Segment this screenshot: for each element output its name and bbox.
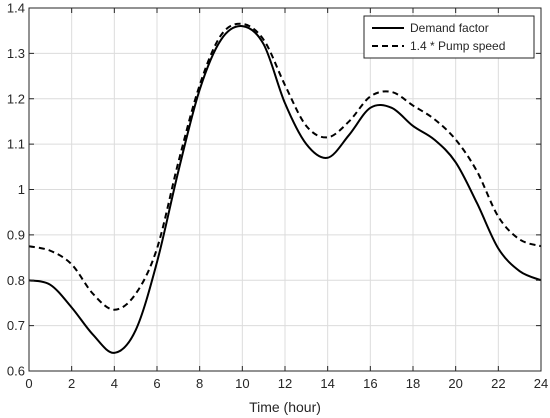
y-tick-label: 1.4 xyxy=(7,1,25,16)
legend-box xyxy=(363,15,535,59)
grid-lines xyxy=(29,8,541,371)
y-tick-label: 0.8 xyxy=(7,273,25,288)
legend-label: 1.4 * Pump speed xyxy=(410,39,505,53)
y-tick-label: 1.1 xyxy=(7,137,25,152)
x-tick-label: 0 xyxy=(25,376,32,391)
series-line-1 xyxy=(28,25,542,354)
x-tick-label: 22 xyxy=(491,376,505,391)
x-tick-label: 8 xyxy=(196,376,203,391)
x-tick-label: 12 xyxy=(278,376,292,391)
legend-label: Demand factor xyxy=(410,21,489,35)
y-tick-label: 1 xyxy=(18,182,25,197)
x-tick-label: 6 xyxy=(153,376,160,391)
x-tick-label: 4 xyxy=(111,376,118,391)
legend: Demand factor 1.4 * Pump speed xyxy=(363,15,535,59)
x-tick-label: 24 xyxy=(534,376,548,391)
x-axis-label: Time (hour) xyxy=(249,399,321,415)
series-lines xyxy=(28,22,542,354)
x-tick-label: 14 xyxy=(320,376,334,391)
y-tick-label: 0.7 xyxy=(7,318,25,333)
x-tick-label: 20 xyxy=(448,376,462,391)
x-tick-label: 16 xyxy=(363,376,377,391)
y-tick-label: 1.3 xyxy=(7,46,25,61)
x-tick-label: 2 xyxy=(68,376,75,391)
axis-ticks: 0 2 4 6 8 10 12 14 16 18 20 22 240.60.70.80.911.11.2… xyxy=(7,1,548,392)
y-tick-label: 1.2 xyxy=(7,91,25,106)
x-tick-label: 18 xyxy=(406,376,420,391)
series-line-2 xyxy=(28,22,542,311)
y-tick-label: 0.9 xyxy=(7,227,25,242)
x-tick-label: 10 xyxy=(235,376,249,391)
y-tick-label: 0.6 xyxy=(7,364,25,379)
